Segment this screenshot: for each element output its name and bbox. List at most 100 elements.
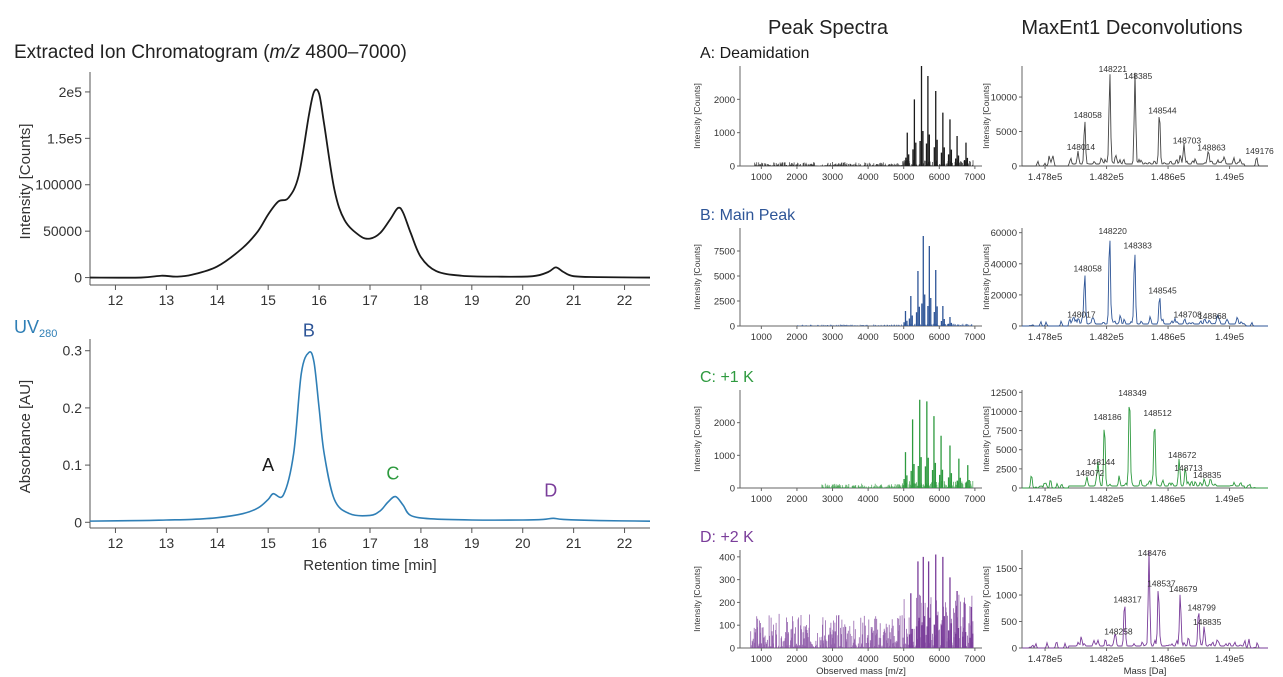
decB-y-tick-label: 0 [1012, 322, 1017, 333]
specC-y-label: Intensity [Counts] [692, 406, 702, 472]
specB-peak-bar [903, 311, 908, 326]
specD-x-tick-label: 6000 [929, 654, 950, 665]
uv-title: UV280 [14, 317, 57, 340]
decB-x-tick-label: 1.482e5 [1089, 332, 1123, 343]
uv-y-tick-label: 0.2 [63, 400, 83, 416]
eic-y-tick-label: 100000 [35, 177, 82, 193]
decC-peak-label: 148672 [1168, 450, 1197, 460]
uv-chart: 12 13 14 15 16 17 18 19 20 21 22 0 0.1 0.2 0.3 Absorban… [14, 317, 651, 574]
specC-x-tick-label: 2000 [786, 494, 807, 505]
specB-y-label: Intensity [Counts] [692, 244, 702, 310]
specB-peak-bar [927, 246, 932, 326]
specD-peak-bar [921, 556, 926, 648]
peak-label-c: C [386, 463, 399, 483]
specD-title: D: +2 K [700, 529, 754, 546]
deconvolutions-heading: MaxEnt1 Deconvolutions [1021, 17, 1242, 39]
decA-y-tick-label: 5000 [996, 127, 1017, 138]
specA-peak-bar [919, 66, 924, 166]
decD-peak-label: 148835 [1193, 617, 1222, 627]
eic-y-tick-label: 50000 [43, 223, 82, 239]
decA-peak-label: 149176 [1245, 146, 1274, 156]
uv-x-tick-label: 16 [311, 535, 327, 551]
decB-y-tick-label: 20000 [991, 290, 1017, 301]
decC-y-tick-label: 12500 [991, 388, 1017, 399]
specD-peak-bar [933, 554, 938, 648]
uv-x-tick-label: 17 [362, 535, 378, 551]
specC-x-tick-label: 6000 [929, 494, 950, 505]
specA-x-tick-label: 1000 [751, 172, 772, 183]
specD-y-tick-label: 100 [719, 621, 735, 632]
uv-y-tick-label: 0 [74, 514, 82, 530]
specA-peak-bar [955, 136, 960, 166]
decB-x-tick-label: 1.478e5 [1028, 332, 1062, 343]
decA-y-label: Intensity [Counts] [981, 83, 991, 149]
specA-peak-bar [940, 112, 945, 166]
specB-y-tick-label: 7500 [714, 247, 735, 258]
specA-x-tick-label: 3000 [822, 172, 843, 183]
specB-peak-bar [940, 306, 945, 326]
specB-peak-bar [947, 317, 953, 326]
specA-peak-bar [933, 91, 938, 166]
eic-x-tick-label: 13 [159, 292, 175, 308]
decC-peak-label: 148349 [1118, 388, 1147, 398]
decC-peak-label: 148512 [1143, 408, 1172, 418]
specA-x-tick-label: 4000 [858, 172, 879, 183]
decC-series-line [1022, 406, 1268, 489]
specD-y-tick-label: 300 [719, 575, 735, 586]
specD-peak-bar [947, 577, 953, 648]
specA-x-tick-label: 6000 [929, 172, 950, 183]
specD-y-tick-label: 400 [719, 552, 735, 563]
decD-x-label: Mass [Da] [1124, 666, 1167, 677]
uv-x-tick-label: 13 [159, 535, 175, 551]
decA-y-tick-label: 0 [1012, 162, 1017, 173]
eic-y-label: Intensity [Counts] [17, 124, 34, 240]
specA-peak-bar [947, 119, 953, 166]
decC-x-tick-label: 1.482e5 [1089, 494, 1123, 505]
eic-x-tick-label: 17 [362, 292, 378, 308]
decB-x-tick-label: 1.486e5 [1151, 332, 1185, 343]
eic-y-tick-label: 1.5e5 [47, 130, 82, 146]
decD-y-label: Intensity [Counts] [981, 566, 991, 632]
specA-y-tick-label: 2000 [714, 95, 735, 106]
decB-peak-label: 148868 [1198, 311, 1227, 321]
uv-x-tick-label: 12 [108, 535, 124, 551]
decA-y-tick-label: 10000 [991, 93, 1017, 104]
specC-x-tick-label: 4000 [858, 494, 879, 505]
uv-x-tick-label: 19 [464, 535, 480, 551]
decD-x-tick-label: 1.482e5 [1089, 654, 1123, 665]
peak-label-a: A [262, 455, 274, 475]
specC-peak-bar [965, 465, 970, 488]
specC-peak-bar [939, 435, 944, 488]
peak-label-d: D [544, 481, 557, 501]
specA-peak-bar [905, 132, 910, 166]
specB-x-tick-label: 2000 [786, 332, 807, 343]
decC-y-tick-label: 5000 [996, 445, 1017, 456]
specA-peak-bar [912, 99, 917, 166]
specD-peak-bar [908, 593, 913, 648]
decB-chart: 1.478e5 1.482e5 1.486e5 1.49e5 0 20000 40000 60… [981, 226, 1268, 343]
specD-x-tick-label: 3000 [822, 654, 843, 665]
decC-peak-label: 148144 [1087, 457, 1116, 467]
specA-chart: A: Deamidation 1000 2000 3000 4000 5000 6000 70… [692, 45, 985, 183]
decC-y-label: Intensity [Counts] [981, 406, 991, 472]
specB-x-tick-label: 4000 [858, 332, 879, 343]
eic-x-tick-label: 12 [108, 292, 124, 308]
decD-y-tick-label: 1000 [996, 591, 1017, 602]
decD-chart: 1.478e5 1.482e5 1.486e5 1.49e5 0 500 1000 1500 I… [981, 548, 1268, 677]
specD-y-tick-label: 0 [730, 644, 735, 655]
eic-x-tick-label: 18 [413, 292, 429, 308]
specA-peak-bar [963, 142, 969, 166]
decA-peak-label: 148703 [1173, 136, 1202, 146]
specD-peak-bar [962, 602, 967, 648]
decC-y-tick-label: 7500 [996, 426, 1017, 437]
decC-peak-label: 148835 [1193, 470, 1222, 480]
specC-y-tick-label: 2000 [714, 418, 735, 429]
decA-peak-label: 148863 [1197, 143, 1226, 153]
eic-y-tick-label: 2e5 [59, 84, 83, 100]
specA-peak-bar [925, 76, 930, 166]
decA-chart: 1.478e5 1.482e5 1.486e5 1.49e5 0 5000 10000Int… [981, 64, 1274, 183]
decA-x-tick-label: 1.49e5 [1215, 172, 1244, 183]
specD-x-tick-label: 2000 [786, 654, 807, 665]
specC-peak-bar [931, 416, 937, 488]
specB-x-tick-label: 3000 [822, 332, 843, 343]
